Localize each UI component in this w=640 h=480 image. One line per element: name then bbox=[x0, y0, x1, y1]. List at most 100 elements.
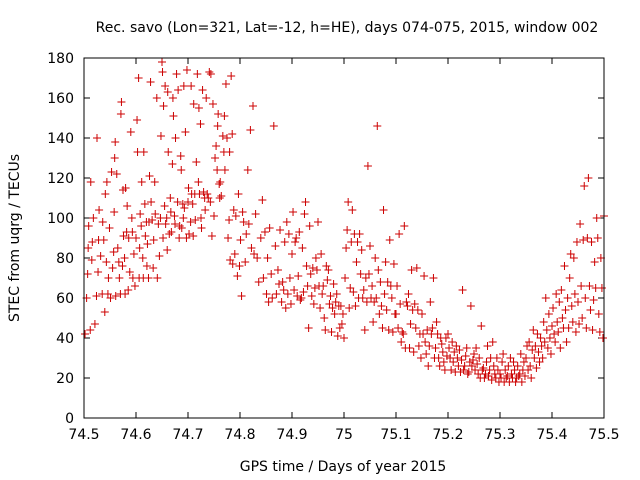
data-point bbox=[343, 226, 352, 234]
data-point bbox=[516, 350, 525, 358]
data-point bbox=[233, 272, 242, 280]
data-point bbox=[310, 284, 319, 292]
x-tick-label: 75.2 bbox=[432, 427, 463, 443]
data-point bbox=[260, 228, 269, 236]
data-point bbox=[84, 222, 93, 230]
data-point bbox=[175, 234, 184, 242]
data-point bbox=[140, 200, 149, 208]
data-point bbox=[89, 214, 98, 222]
data-point bbox=[289, 208, 298, 216]
data-point bbox=[139, 148, 148, 156]
data-point bbox=[351, 302, 360, 310]
data-point bbox=[117, 98, 126, 106]
data-point bbox=[380, 290, 389, 298]
data-point bbox=[308, 264, 317, 272]
data-point bbox=[323, 276, 332, 284]
y-tick-label: 80 bbox=[56, 251, 74, 267]
data-point bbox=[585, 282, 594, 290]
data-point bbox=[369, 318, 378, 326]
data-point bbox=[191, 216, 200, 224]
data-point bbox=[303, 282, 312, 290]
data-point bbox=[407, 266, 416, 274]
data-point bbox=[145, 172, 154, 180]
data-point bbox=[273, 266, 282, 274]
data-point bbox=[104, 274, 113, 282]
data-point bbox=[412, 264, 421, 272]
data-point bbox=[524, 366, 533, 374]
data-point bbox=[349, 288, 358, 296]
data-point bbox=[112, 170, 121, 178]
y-tick-label: 40 bbox=[56, 331, 74, 347]
data-point bbox=[539, 318, 548, 326]
data-point bbox=[584, 174, 593, 182]
data-point bbox=[224, 234, 233, 242]
data-point bbox=[92, 292, 101, 300]
chart-title: Rec. savo (Lon=321, Lat=-12, h=HE), days… bbox=[96, 20, 599, 36]
data-point bbox=[574, 298, 582, 306]
data-point bbox=[99, 236, 108, 244]
data-point bbox=[207, 232, 216, 240]
data-point bbox=[321, 326, 330, 334]
data-point bbox=[541, 294, 550, 302]
data-point bbox=[364, 270, 373, 278]
data-point bbox=[230, 250, 239, 258]
data-point bbox=[338, 310, 347, 318]
data-point bbox=[311, 254, 320, 262]
data-point bbox=[355, 230, 364, 238]
data-point bbox=[215, 180, 224, 188]
data-point bbox=[212, 142, 221, 150]
data-point bbox=[265, 224, 274, 232]
data-point bbox=[389, 260, 398, 268]
data-point bbox=[376, 278, 385, 286]
data-point bbox=[213, 166, 222, 174]
data-point bbox=[468, 356, 477, 364]
data-point bbox=[137, 222, 146, 230]
data-point bbox=[432, 318, 441, 326]
data-point bbox=[362, 298, 371, 306]
data-point bbox=[102, 258, 111, 266]
data-point bbox=[552, 290, 561, 298]
data-point bbox=[159, 234, 168, 242]
data-point bbox=[291, 238, 300, 246]
data-point bbox=[558, 314, 567, 322]
data-point bbox=[160, 202, 169, 210]
data-point bbox=[154, 220, 163, 228]
data-point bbox=[166, 208, 175, 216]
data-point bbox=[121, 184, 130, 192]
data-point bbox=[214, 110, 223, 118]
data-point bbox=[448, 338, 457, 346]
data-point bbox=[81, 330, 90, 338]
data-point bbox=[159, 102, 168, 110]
data-point bbox=[482, 358, 491, 366]
x-tick-label: 74.8 bbox=[224, 427, 255, 443]
data-point bbox=[283, 290, 292, 298]
data-point bbox=[220, 166, 229, 174]
data-point bbox=[359, 286, 368, 294]
data-point bbox=[241, 258, 250, 266]
data-point bbox=[168, 160, 177, 168]
x-tick-label: 75 bbox=[335, 427, 353, 443]
data-point bbox=[597, 284, 606, 292]
data-point bbox=[536, 334, 545, 342]
data-point bbox=[409, 348, 418, 356]
data-point bbox=[459, 366, 468, 374]
data-point bbox=[336, 302, 345, 310]
data-point bbox=[113, 244, 122, 252]
data-point bbox=[237, 292, 246, 300]
data-point bbox=[106, 294, 115, 302]
data-point bbox=[110, 154, 119, 162]
y-tick-label: 20 bbox=[56, 371, 74, 387]
data-point bbox=[487, 376, 496, 384]
data-point bbox=[598, 334, 607, 342]
data-point bbox=[319, 282, 328, 290]
data-point bbox=[488, 338, 497, 346]
data-point bbox=[259, 274, 268, 282]
data-point bbox=[525, 338, 534, 346]
data-point bbox=[216, 178, 225, 186]
data-point bbox=[95, 206, 104, 214]
data-point bbox=[477, 322, 486, 330]
data-point bbox=[86, 178, 95, 186]
data-point bbox=[441, 334, 450, 342]
data-point bbox=[231, 212, 240, 220]
data-point bbox=[118, 262, 127, 270]
